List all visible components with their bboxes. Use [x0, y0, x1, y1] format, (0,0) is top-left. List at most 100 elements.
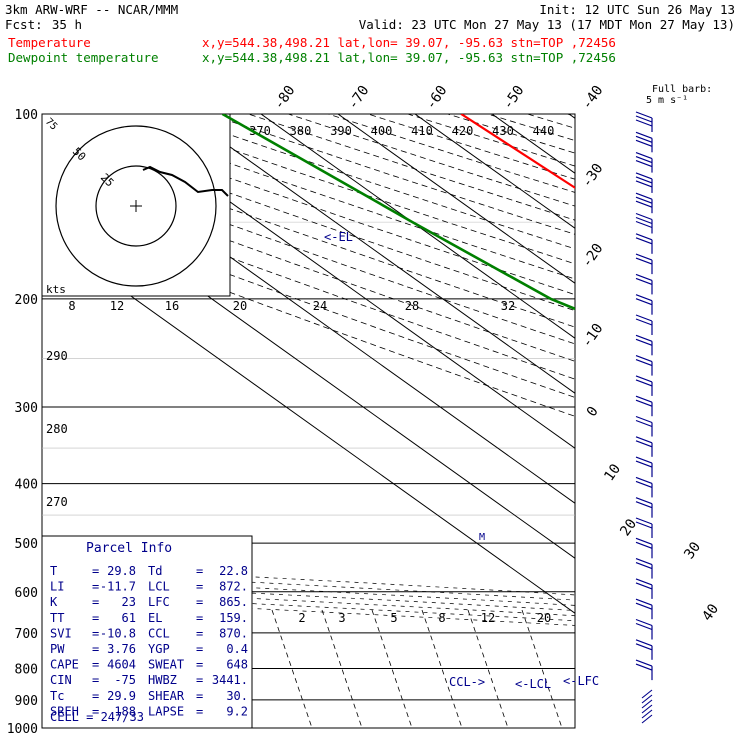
wind-barb-low — [641, 709, 653, 719]
model-title: 3km ARW-WRF -- NCAR/MMM — [5, 2, 178, 17]
pressure-tick-label: 500 — [15, 537, 38, 552]
dry-adiabat-line — [42, 203, 575, 398]
dry-adiabat-line — [288, 114, 575, 207]
dry-adiabat-line — [527, 114, 575, 129]
isotherm-tick-label: 40 — [699, 601, 722, 624]
annotation-lfc: <-LFC — [563, 674, 599, 688]
dry-adiabat-side-label: 290 — [46, 349, 68, 363]
parcel-value: -10.8 — [100, 626, 136, 640]
mixing-ratio-tick-label: 8 — [438, 611, 445, 625]
mixing-ratio-tick-label: 20 — [233, 299, 247, 313]
hodograph-ring-outer — [55, 125, 217, 287]
mixing-ratio-tick-label: 16 — [165, 299, 179, 313]
parcel-value: 3.76 — [107, 642, 136, 656]
mixing-ratio-tick-label: 8 — [68, 299, 75, 313]
dry-adiabat-line — [367, 114, 575, 180]
wind-barb — [635, 131, 653, 153]
parcel-eq: = — [196, 704, 203, 718]
hodograph-inset: kts 50 25 75 — [41, 113, 231, 297]
wind-barb — [635, 537, 653, 559]
wind-barb — [635, 233, 653, 254]
parcel-info-frame — [41, 535, 253, 729]
dry-adiabat-line — [567, 114, 575, 117]
dry-adiabat-tick-label: 440 — [533, 124, 555, 138]
isotherm-tick-label: -70 — [345, 83, 373, 113]
dry-adiabat-tick-label: 380 — [290, 124, 312, 138]
annotation-el: <-EL — [324, 230, 353, 244]
wind-barb — [635, 212, 653, 234]
parcel-value: 159. — [219, 611, 248, 625]
parcel-label: SVI — [50, 626, 72, 640]
parcel-value: 9.2 — [226, 704, 248, 718]
parcel-eq: = — [196, 673, 203, 687]
parcel-info-title: Parcel Info — [86, 541, 172, 556]
parcel-label: CCL — [148, 626, 170, 640]
wind-barb — [635, 578, 653, 599]
parcel-label: HWBZ — [148, 673, 177, 687]
parcel-eq: = — [92, 704, 99, 718]
wind-barb — [635, 375, 653, 396]
wind-barb — [635, 192, 653, 214]
parcel-eq: = — [196, 658, 203, 672]
init-time: Init: 12 UTC Sun 26 May 13 — [539, 2, 735, 17]
isotherm-tick-label: -60 — [423, 83, 451, 113]
parcel-value: 648 — [226, 658, 248, 672]
dry-adiabat-line — [407, 114, 575, 167]
parcel-value: -11.7 — [100, 580, 136, 594]
parcel-label: PW — [50, 642, 65, 656]
annotation-marker: M — [479, 532, 485, 543]
wind-barb — [635, 558, 653, 579]
mixing-ratio-labels: 8 12 16 20 24 28 322 3 5 8 12 20 — [68, 299, 551, 625]
moist-adiabat-line — [42, 576, 575, 606]
mixing-ratio-tick-label: 3 — [338, 611, 345, 625]
parcel-cell-motion: CELL = 247/33 — [50, 710, 144, 724]
dry-adiabat-line — [208, 114, 575, 235]
mixing-ratio-line — [521, 609, 563, 728]
isotherm-tick-label: -20 — [579, 241, 607, 271]
valid-time: Valid: 23 UTC Mon 27 May 13 (17 MDT Mon … — [359, 17, 735, 32]
isotherm-line — [646, 114, 740, 728]
isotherm-line — [414, 114, 575, 229]
isotherm-tick-label: -40 — [579, 83, 607, 113]
isotherm-tick-label: -80 — [271, 83, 299, 113]
parcel-eq: = — [92, 689, 99, 703]
wind-barb — [635, 476, 653, 498]
dewpoint-location-info: x,y=544.38,498.21 lat,lon= 39.07, -95.63… — [202, 50, 616, 65]
dry-adiabat-tick-label: 410 — [411, 124, 433, 138]
mixing-ratio-line — [321, 609, 363, 728]
parcel-eq: = — [92, 580, 99, 594]
pressure-axis: 100 200 300 400 500 600 700 800 900 1000 — [7, 108, 38, 737]
isotherm-tick-label: 20 — [617, 516, 640, 539]
parcel-value: 29.9 — [107, 689, 136, 703]
parcel-eq: = — [92, 673, 99, 687]
pressure-tick-label: 600 — [15, 586, 38, 601]
parcel-label: LCL — [148, 580, 170, 594]
parcel-value: -75 — [114, 673, 136, 687]
dry-adiabat-tick-label: 430 — [492, 124, 514, 138]
parcel-value: 3441. — [212, 673, 248, 687]
wind-barb — [635, 415, 653, 437]
wind-barb — [635, 111, 653, 132]
isotherm-line — [106, 114, 575, 449]
pressure-tick-label: 200 — [15, 293, 38, 308]
pressure-tick-label: 900 — [15, 694, 38, 709]
parcel-eq: = — [92, 642, 99, 656]
parcel-label: LAPSE — [148, 704, 184, 718]
parcel-eq: = — [92, 611, 99, 625]
mixing-ratio-tick-label: 20 — [537, 611, 551, 625]
mixing-ratio-line — [271, 609, 313, 728]
wind-barb — [635, 618, 653, 640]
wind-barb-low — [641, 704, 653, 714]
parcel-label: CAPE — [50, 658, 79, 672]
parcel-eq: = — [196, 595, 203, 609]
wind-barb — [635, 436, 653, 457]
dry-adiabat-line — [248, 114, 575, 221]
mixing-ratio-tick-label: 12 — [481, 611, 495, 625]
parcel-eq: = — [196, 580, 203, 594]
parcel-label: EL — [148, 611, 162, 625]
hodograph-unit: kts — [46, 283, 66, 296]
isotherm-tick-label: 0 — [584, 404, 602, 420]
wind-barb — [635, 598, 653, 620]
mixing-ratio-tick-label: 28 — [405, 299, 419, 313]
